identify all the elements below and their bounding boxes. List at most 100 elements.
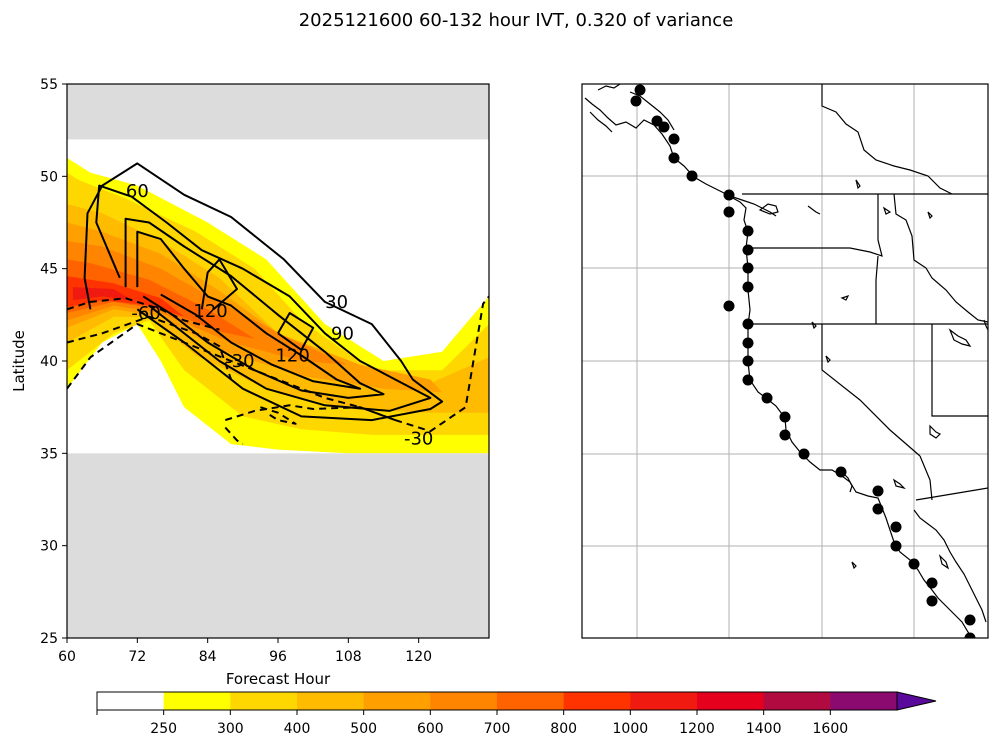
station-marker bbox=[872, 503, 884, 515]
no-data-mask bbox=[67, 84, 489, 140]
station-marker bbox=[926, 595, 938, 607]
station-marker bbox=[668, 133, 680, 145]
colorbar-tick-label: 700 bbox=[484, 721, 511, 737]
station-marker bbox=[686, 170, 698, 182]
x-axis-label: Forecast Hour bbox=[226, 670, 331, 688]
map-markers bbox=[630, 84, 976, 638]
station-marker bbox=[742, 374, 754, 386]
contour-line-30 bbox=[83, 162, 444, 422]
station-marker bbox=[908, 558, 920, 570]
contour-line--30 bbox=[225, 404, 396, 422]
station-marker bbox=[926, 577, 938, 589]
colorbar-tick-label: 250 bbox=[150, 721, 177, 737]
contour-line-60 bbox=[95, 184, 432, 412]
colorbar-cell bbox=[97, 692, 165, 710]
x-tick-label: 60 bbox=[58, 649, 76, 665]
contour-line--30 bbox=[67, 295, 489, 433]
station-marker bbox=[634, 84, 646, 96]
y-tick-label: 45 bbox=[40, 262, 58, 278]
station-marker bbox=[742, 225, 754, 237]
figure-title: 2025121600 60-132 hour IVT, 0.320 of var… bbox=[299, 10, 734, 31]
contour-label: -30 bbox=[404, 429, 433, 450]
contour-line-120 bbox=[277, 312, 315, 351]
colorbar-cell bbox=[163, 692, 231, 710]
x-tick-label: 120 bbox=[405, 649, 432, 665]
y-tick-label: 40 bbox=[40, 354, 58, 370]
station-marker bbox=[964, 632, 976, 638]
station-marker bbox=[890, 521, 902, 533]
y-tick-label: 55 bbox=[40, 77, 58, 93]
contour-line-120 bbox=[200, 258, 238, 311]
colorbar-tick-label: 600 bbox=[417, 721, 444, 737]
station-marker bbox=[742, 281, 754, 293]
contour-line--30 bbox=[67, 315, 233, 380]
filled-region-400 bbox=[67, 204, 489, 413]
station-marker bbox=[779, 411, 791, 423]
colorbar-tick-label: 800 bbox=[550, 721, 577, 737]
contour-label: 90 bbox=[331, 323, 354, 344]
borders bbox=[742, 84, 988, 501]
y-tick-label: 30 bbox=[40, 539, 58, 555]
station-marker bbox=[630, 95, 642, 107]
station-marker bbox=[742, 262, 754, 274]
station-marker bbox=[723, 300, 735, 312]
colorbar-cell bbox=[297, 692, 365, 710]
colorbar-cell bbox=[763, 692, 831, 710]
station-marker bbox=[872, 485, 884, 497]
station-marker bbox=[742, 318, 754, 330]
station-marker bbox=[723, 189, 735, 201]
colorbar-cell bbox=[363, 692, 431, 710]
colorbar-tick-label: 1400 bbox=[746, 721, 782, 737]
contour-label: 30 bbox=[325, 292, 348, 313]
colorbar-cell bbox=[230, 692, 298, 710]
map-gridlines bbox=[582, 84, 988, 638]
station-marker bbox=[658, 121, 670, 133]
contour-line--60 bbox=[67, 297, 220, 331]
no-data-mask bbox=[67, 453, 489, 638]
station-marker bbox=[890, 540, 902, 552]
contour-chart: 60 30 90 120 120 -30 -60 -30 60 72 84 96 108 120 25 30… bbox=[10, 77, 490, 688]
contour-label: 120 bbox=[193, 301, 227, 322]
y-tick-label: 35 bbox=[40, 446, 58, 462]
map-panel bbox=[581, 83, 989, 639]
contour-label: -60 bbox=[131, 303, 160, 324]
colorbar-tick-label: 500 bbox=[350, 721, 377, 737]
station-marker bbox=[835, 466, 847, 478]
contour-label: 60 bbox=[126, 181, 149, 202]
colorbar-tick-label: 1000 bbox=[613, 721, 649, 737]
colorbar-tick-label: 1600 bbox=[813, 721, 849, 737]
contour-line-90 bbox=[124, 217, 385, 399]
filled-region-500 bbox=[67, 222, 443, 393]
x-tick-label: 108 bbox=[335, 649, 362, 665]
colorbar-cell bbox=[697, 692, 765, 710]
y-tick-label: 50 bbox=[40, 169, 58, 185]
colorbar-cell bbox=[563, 692, 631, 710]
contour-line-120 bbox=[136, 230, 362, 390]
station-marker bbox=[779, 429, 791, 441]
colorbar-tick-label: 400 bbox=[284, 721, 311, 737]
station-marker bbox=[742, 355, 754, 367]
colorbar-tick-label: 300 bbox=[217, 721, 244, 737]
station-marker bbox=[742, 337, 754, 349]
station-marker bbox=[723, 206, 735, 218]
colorbar: 250 300 400 500 600 700 800 1000 1200 1400 1600 bbox=[96, 691, 937, 737]
station-marker bbox=[798, 448, 810, 460]
x-tick-label: 96 bbox=[269, 649, 287, 665]
contour-label: 120 bbox=[275, 345, 309, 366]
x-tick-label: 84 bbox=[199, 649, 217, 665]
y-tick-label: 25 bbox=[40, 631, 58, 647]
colorbar-cell bbox=[630, 692, 698, 710]
colorbar-cell bbox=[497, 692, 565, 710]
station-marker bbox=[742, 244, 754, 256]
contour-line--30 bbox=[260, 406, 297, 425]
colorbar-cell bbox=[430, 692, 498, 710]
colorbar-tick-label: 1200 bbox=[679, 721, 715, 737]
map-frame bbox=[581, 83, 989, 639]
contour-label: -30 bbox=[225, 351, 254, 372]
station-marker bbox=[761, 392, 773, 404]
station-marker bbox=[668, 152, 680, 164]
colorbar-extend-arrow bbox=[896, 691, 937, 711]
colorbar-cell bbox=[830, 692, 898, 710]
y-axis-label: Latitude bbox=[10, 330, 28, 392]
